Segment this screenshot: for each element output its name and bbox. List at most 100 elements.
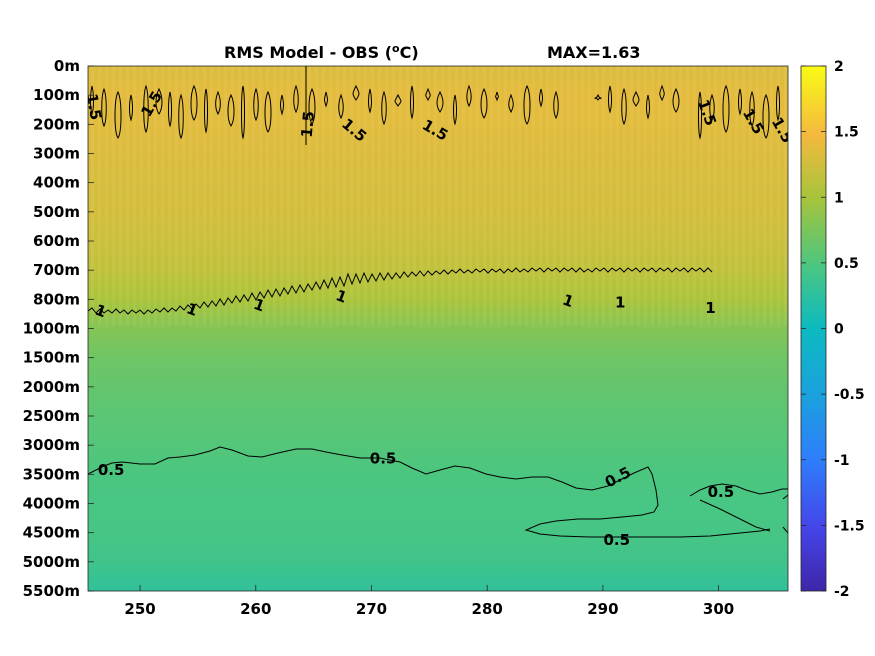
contour-1.5-loop — [264, 90, 272, 133]
y-tick-label: 800m — [33, 290, 80, 308]
x-tick-label: 260 — [240, 600, 271, 618]
contour-1.5-loop — [368, 88, 372, 114]
y-tick-label: 3000m — [23, 436, 80, 454]
contour-1.5-loop — [280, 94, 284, 116]
contour-label: 1.5 — [83, 92, 105, 121]
y-tick-label: 600m — [33, 232, 80, 250]
colorbar-tick-label: -1 — [834, 453, 850, 469]
max-label: MAX=1.63 — [547, 43, 641, 62]
colorbar-tick-label: 0.5 — [834, 256, 859, 272]
contour-label-text: 1 — [615, 293, 625, 311]
contour-1.5-loop — [190, 84, 198, 121]
contour-1.5-loop — [749, 90, 755, 128]
contour-1.5-spikes — [90, 66, 780, 145]
contour-1.5-loop — [523, 84, 531, 125]
y-tick-label: 5000m — [23, 553, 80, 571]
contour-1.5-loop — [352, 84, 360, 101]
contour-1.5-loop — [709, 93, 715, 122]
contour-1.5-loop — [632, 90, 640, 107]
contour-1.5-loop — [178, 93, 184, 140]
contour-1.5-loop — [241, 85, 245, 140]
contour-label: 0.5 — [603, 531, 630, 549]
contour-label-text: 1 — [705, 299, 715, 317]
contour-1.5-loop — [204, 88, 208, 134]
contour-1.5-loop — [553, 90, 559, 120]
contour-1.5-loop — [425, 87, 431, 102]
x-tick-label: 270 — [356, 600, 387, 618]
contour-label: 0.5 — [708, 483, 735, 501]
contour-label: 1.5 — [298, 110, 318, 138]
contour-1.5-loop — [672, 87, 680, 113]
contour-label: 1 — [705, 299, 715, 317]
colorbar-tick-label: 0 — [834, 322, 844, 338]
y-tick-label: 2500m — [23, 407, 80, 425]
colorbar-tick-label: -1.5 — [834, 518, 865, 534]
contour-1.5-loop — [90, 85, 94, 116]
contour-1.5-loop — [659, 84, 665, 102]
y-tick-label: 700m — [33, 261, 80, 279]
contour-1.5-loop — [253, 87, 259, 122]
y-tick-label: 1500m — [23, 349, 80, 367]
contour-1.5-loop — [324, 91, 328, 108]
contour-0.5-main — [88, 446, 771, 538]
contour-1.5-loop — [394, 93, 402, 107]
x-tick-label: 280 — [472, 600, 503, 618]
contour-1.5-loop — [168, 91, 172, 128]
contour-label-text: 0.5 — [370, 449, 397, 467]
contour-label-text: 1.5 — [298, 110, 318, 138]
x-tick-label: 300 — [703, 600, 734, 618]
contour-1.5-loop — [381, 90, 387, 126]
contour-1.5-loop — [480, 87, 488, 119]
contour-1.5-loop — [155, 87, 163, 115]
contour-1.5-loop — [453, 94, 457, 126]
contour-1.5-loop — [646, 94, 650, 120]
x-tick-label: 290 — [587, 600, 618, 618]
contour-1.5-loop — [466, 84, 472, 108]
contour-1.5-loop — [114, 90, 122, 139]
contour-1.5-loop — [308, 87, 316, 125]
x-tick-label: 250 — [124, 600, 155, 618]
contour-label-text: 0.5 — [708, 483, 735, 501]
colorbar-tick-label: 1 — [834, 190, 844, 206]
contour-1.5-loop — [101, 87, 107, 128]
contour-1.5-loop — [129, 94, 133, 122]
y-tick-label: 5500m — [23, 582, 80, 600]
contour-1.5-loop — [338, 93, 344, 120]
contour-label: 0.5 — [370, 449, 397, 467]
y-tick-label: 0m — [54, 57, 80, 75]
chart-title: RMS Model - OBS (oC) — [224, 42, 419, 62]
contour-1.5-loop — [215, 90, 221, 116]
contour-0.5-right-lower — [699, 499, 771, 532]
contour-1.5-loop — [722, 84, 730, 133]
contour-label-text: 1.5 — [83, 92, 105, 121]
contour-1.5-loop — [227, 93, 235, 127]
contour-1.5-loop — [621, 87, 627, 126]
y-tick-label: 200m — [33, 115, 80, 133]
contour-1.5-loop — [293, 84, 299, 114]
contour-1.5-loop — [738, 88, 742, 116]
upper-stripes — [88, 66, 788, 326]
contour-lines — [88, 267, 788, 538]
y-axis: 0m 100m 200m 300m 400m 500m 600m 700m 800m 1000m 1… — [23, 57, 94, 600]
colorbar-tick-label: -0.5 — [834, 387, 865, 403]
colorbar-tick-label: 2 — [834, 59, 844, 75]
contour-1.0 — [88, 267, 713, 315]
colorbar-ticks: 2 1.5 1 0.5 0 -0.5 -1 -1.5 -2 — [801, 59, 865, 600]
contour-label-text: 0.5 — [603, 531, 630, 549]
y-tick-label: 500m — [33, 203, 80, 221]
x-axis: 250 260 270 280 290 300 — [124, 585, 734, 618]
y-tick-label: 400m — [33, 174, 80, 192]
colorbar: 2 1.5 1 0.5 0 -0.5 -1 -1.5 -2 — [800, 59, 865, 600]
contour-label: 0.5 — [98, 461, 125, 479]
y-tick-label: 1000m — [23, 320, 80, 338]
contour-1.5-loop — [410, 85, 414, 120]
y-tick-label: 100m — [33, 86, 80, 104]
y-tick-label: 4000m — [23, 495, 80, 513]
contour-1.5-loop — [143, 84, 149, 134]
contour-0.5-edge2 — [782, 494, 788, 500]
y-tick-label: 2000m — [23, 378, 80, 396]
colorbar-tick-label: 1.5 — [834, 125, 859, 141]
contour-1.5-loop — [594, 93, 602, 101]
plot-area: 0.50.50.50.50.51 1 1 1 1 1 11.5 1.51.5 1.5 1.51.5… — [83, 66, 788, 591]
